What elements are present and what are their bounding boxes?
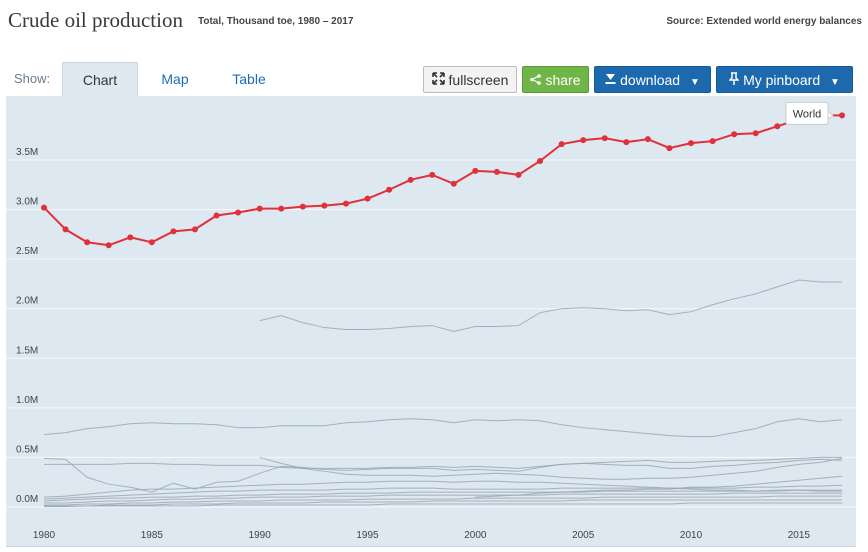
world-data-point[interactable] (537, 157, 544, 164)
x-axis-baseline (6, 546, 856, 547)
world-data-point[interactable] (429, 171, 436, 178)
background-series-line[interactable] (475, 475, 843, 498)
world-data-point[interactable] (472, 167, 479, 174)
background-series-line[interactable] (43, 480, 842, 498)
caret-down-icon: ▼ (689, 77, 700, 88)
share-nodes-icon (530, 68, 542, 95)
world-data-point[interactable] (299, 203, 306, 210)
background-series-line[interactable] (43, 489, 842, 502)
background-series-line[interactable] (44, 456, 842, 469)
world-data-point[interactable] (170, 228, 177, 235)
world-data-point[interactable] (62, 226, 69, 233)
download-label: download (620, 72, 681, 88)
world-data-point[interactable] (450, 180, 457, 187)
tab-table[interactable]: Table (232, 71, 266, 87)
tab-map[interactable]: Map (161, 71, 189, 87)
world-data-point[interactable] (580, 137, 587, 144)
x-tick-label: 2015 (788, 530, 811, 541)
world-data-point[interactable] (666, 145, 673, 152)
fullscreen-label: fullscreen (448, 72, 509, 88)
world-data-point[interactable] (342, 200, 349, 207)
show-label: Show: (14, 71, 51, 86)
world-data-point[interactable] (148, 239, 155, 246)
world-data-point[interactable] (515, 171, 522, 178)
share-label: share (545, 72, 581, 88)
world-data-point[interactable] (623, 139, 630, 146)
world-data-point[interactable] (752, 130, 759, 137)
world-data-point[interactable] (84, 239, 91, 246)
world-data-point[interactable] (213, 212, 220, 219)
y-tick-label: 1.5M (16, 345, 38, 356)
caret-down-icon: ▼ (830, 77, 840, 88)
world-data-point[interactable] (127, 234, 134, 241)
expand-arrows-icon (431, 68, 445, 95)
world-data-point[interactable] (688, 140, 695, 147)
download-button[interactable]: download ▼ (594, 66, 711, 93)
background-series-line[interactable] (44, 499, 842, 507)
x-tick-label: 2010 (680, 530, 703, 541)
world-data-point[interactable] (105, 242, 112, 249)
background-series-line[interactable] (44, 495, 842, 506)
series-tooltip: World (785, 101, 834, 125)
world-data-point[interactable] (644, 136, 651, 143)
chart-header: Crude oil production Total, Thousand toe… (0, 0, 868, 52)
pinboard-label: My pinboard (743, 72, 821, 88)
y-tick-label: 1.0M (16, 395, 38, 406)
y-tick-label: 0.5M (16, 444, 38, 455)
x-tick-label: 1990 (249, 530, 272, 541)
download-arrow-icon (605, 68, 616, 95)
x-tick-label: 2000 (464, 530, 487, 541)
world-series-line[interactable] (43, 114, 842, 247)
x-tick-label: 1985 (141, 530, 164, 541)
x-tick-label: 2005 (572, 530, 595, 541)
world-data-point[interactable] (731, 131, 738, 138)
world-data-point[interactable] (386, 186, 393, 193)
pushpin-icon (728, 68, 740, 95)
world-data-point[interactable] (601, 135, 608, 142)
background-series-line[interactable] (44, 502, 842, 508)
plot-area (6, 96, 856, 546)
world-data-point[interactable] (278, 205, 285, 212)
world-data-point[interactable] (839, 112, 845, 119)
view-toolbar: Show: Chart Map Table fullscreen share d… (0, 62, 868, 97)
world-data-point[interactable] (235, 209, 242, 216)
background-series-line[interactable] (43, 484, 843, 500)
background-series-line[interactable] (43, 418, 843, 438)
world-data-point[interactable] (774, 123, 781, 130)
world-data-point[interactable] (407, 176, 414, 183)
background-series-line[interactable] (44, 492, 842, 504)
y-tick-label: 3.0M (16, 197, 38, 208)
world-data-point[interactable] (191, 226, 198, 233)
background-series-line[interactable] (43, 457, 843, 493)
pinboard-button[interactable]: My pinboard ▼ (716, 66, 853, 93)
y-tick-label: 0.0M (16, 494, 38, 505)
world-data-point[interactable] (41, 204, 47, 211)
y-tick-label: 3.5M (16, 147, 38, 158)
world-data-point[interactable] (321, 202, 328, 209)
x-tick-label: 1980 (33, 530, 56, 541)
world-data-point[interactable] (493, 168, 500, 175)
world-data-point[interactable] (256, 205, 263, 212)
fullscreen-button[interactable]: fullscreen (423, 66, 517, 93)
world-data-point[interactable] (364, 195, 371, 202)
y-tick-label: 2.5M (16, 246, 38, 257)
y-tick-label: 2.0M (16, 296, 38, 307)
tooltip-label: World (793, 108, 822, 120)
chart-subtitle: Total, Thousand toe, 1980 – 2017 (198, 16, 354, 27)
world-data-point[interactable] (709, 138, 716, 145)
world-data-point[interactable] (558, 141, 565, 148)
tooltip-pointer (827, 110, 834, 121)
background-series-line[interactable] (259, 456, 843, 480)
x-tick-label: 1995 (356, 530, 379, 541)
source-note: Source: Extended world energy balances (666, 16, 862, 27)
page-title: Crude oil production (8, 8, 183, 32)
background-series-line[interactable] (259, 279, 842, 333)
share-button[interactable]: share (522, 66, 589, 93)
tab-chart[interactable]: Chart (62, 62, 138, 97)
